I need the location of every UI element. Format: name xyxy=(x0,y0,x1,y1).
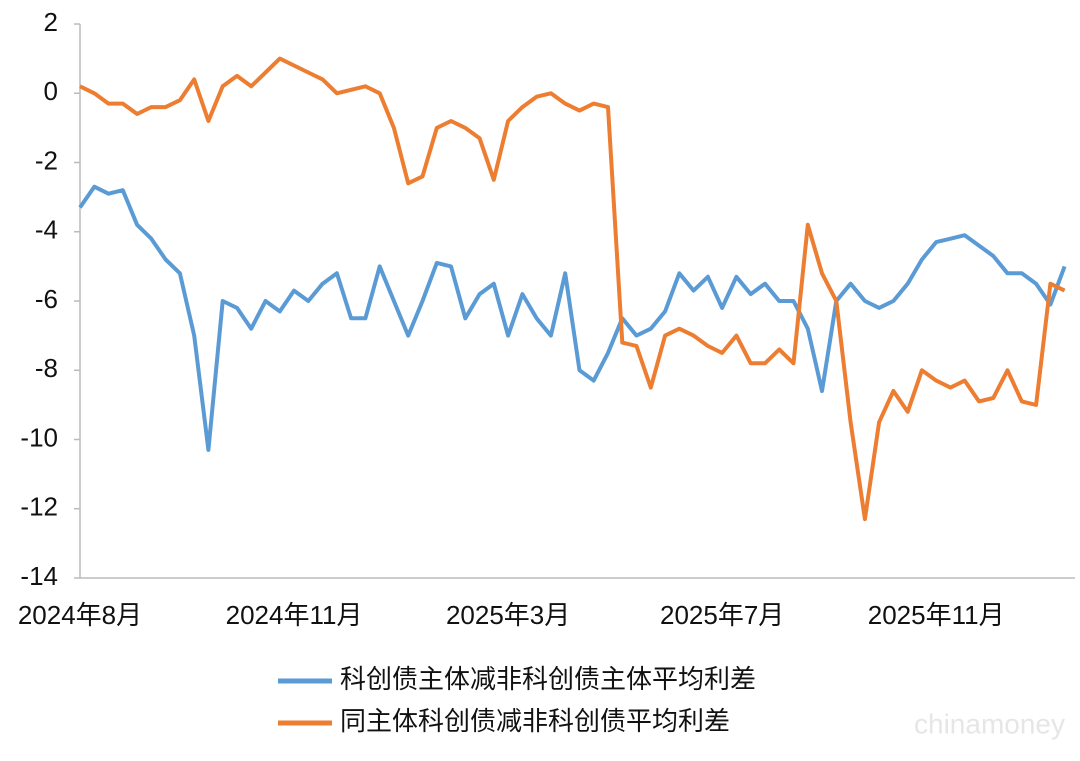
x-tick-label: 2025年11月 xyxy=(868,600,1005,630)
x-tick-label: 2024年8月 xyxy=(18,600,142,630)
y-tick-label: -6 xyxy=(35,284,58,314)
series-line xyxy=(79,56,1066,522)
legend-label: 科创债主体减非科创债主体平均利差 xyxy=(340,664,756,694)
y-tick-label: -2 xyxy=(35,145,58,175)
series-line xyxy=(78,184,1067,452)
x-tick-label: 2024年11月 xyxy=(226,600,363,630)
watermark: chinamoney xyxy=(914,708,1065,739)
y-tick-label: -4 xyxy=(35,215,58,245)
y-tick-label: -10 xyxy=(20,422,58,452)
legend-label: 同主体科创债减非科创债平均利差 xyxy=(340,706,730,736)
y-tick-label: 0 xyxy=(44,76,58,106)
x-tick-label: 2025年7月 xyxy=(660,600,784,630)
y-tick-label: 2 xyxy=(44,7,58,37)
x-tick-label: 2025年3月 xyxy=(446,600,570,630)
y-tick-label: -12 xyxy=(20,492,58,522)
y-tick-label: -8 xyxy=(35,353,58,383)
y-tick-label: -14 xyxy=(20,561,58,591)
